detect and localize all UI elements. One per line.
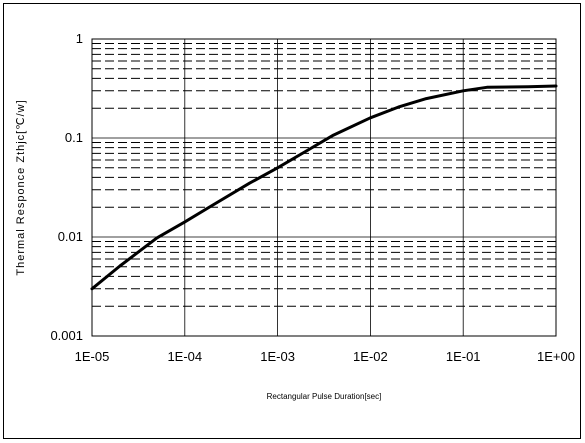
x-tick-label: 1E-05 — [75, 349, 110, 364]
x-tick-label: 1E+00 — [537, 349, 575, 364]
series-line-0 — [90, 84, 558, 291]
minor-gridlines — [92, 43, 556, 307]
x-tick-labels: 1E-05 1E-04 1E-03 1E-02 1E-01 1E+00 — [75, 349, 575, 364]
y-tick-labels: 0.001 0.01 0.1 1 — [50, 31, 83, 343]
y-tick-label: 0.1 — [65, 130, 83, 145]
x-axis-title: Rectangular Pulse Duration[sec] — [267, 392, 382, 401]
x-tick-label: 1E-04 — [167, 349, 202, 364]
plot-area-border — [91, 38, 557, 337]
x-tick-label: 1E-03 — [260, 349, 295, 364]
chart-frame — [3, 3, 581, 439]
y-tick-label: 0.001 — [50, 328, 83, 343]
major-gridlines — [92, 39, 556, 336]
y-tick-label: 0.01 — [58, 229, 83, 244]
series-layer — [90, 84, 558, 291]
x-tick-label: 1E-01 — [446, 349, 481, 364]
y-axis-title: Thermal Responce Zthjc[℃/w] — [15, 99, 27, 275]
y-tick-label: 1 — [76, 31, 83, 46]
x-tick-label: 1E-02 — [353, 349, 388, 364]
